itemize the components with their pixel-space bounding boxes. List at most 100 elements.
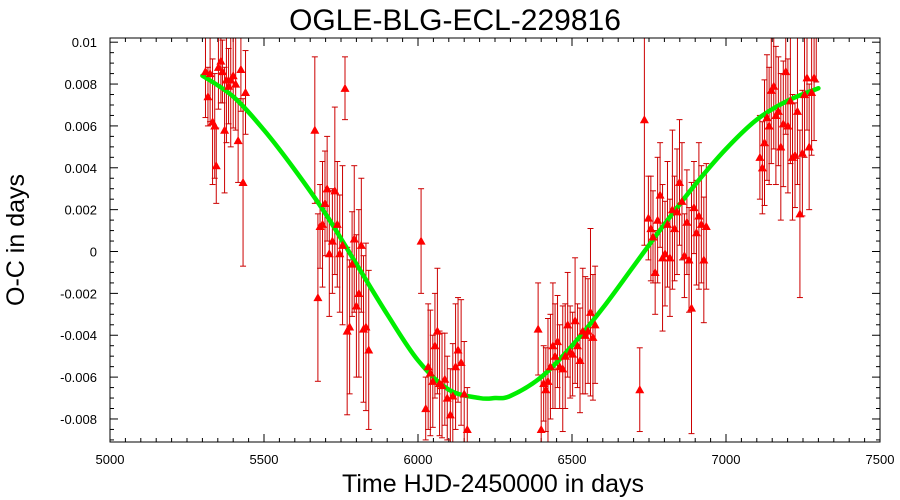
data-point	[658, 253, 668, 262]
data-point	[682, 217, 692, 226]
x-tick-label: 7500	[866, 452, 895, 467]
data-point	[425, 368, 435, 377]
y-tick-label: -0.006	[60, 370, 97, 385]
data-point	[430, 341, 440, 350]
data-point	[800, 90, 810, 99]
data-point	[342, 326, 352, 335]
data-point	[416, 236, 426, 245]
y-tick-label: 0.002	[64, 203, 97, 218]
data-point	[459, 389, 469, 398]
data-point	[778, 119, 788, 128]
data-point	[324, 249, 334, 258]
data-point	[545, 362, 555, 371]
data-point	[320, 198, 330, 207]
data-point	[790, 150, 800, 159]
data-point	[356, 240, 366, 249]
x-tick-label: 6000	[404, 452, 433, 467]
data-point	[451, 362, 461, 371]
data-point	[432, 326, 442, 335]
y-tick-label: 0.004	[64, 161, 97, 176]
y-tick-label: -0.004	[60, 328, 97, 343]
data-point	[563, 320, 573, 329]
data-point	[643, 213, 653, 222]
data-point	[550, 351, 560, 360]
x-tick-label: 7000	[712, 452, 741, 467]
data-point	[210, 121, 220, 130]
data-point	[570, 316, 580, 325]
data-point	[646, 223, 656, 233]
data-point	[236, 64, 246, 73]
data-point	[347, 259, 357, 268]
x-axis-ticks: 5000 5500 6000 6500 7000 7500	[96, 38, 895, 467]
data-point	[421, 404, 431, 413]
data-point	[442, 393, 452, 402]
data-point	[428, 376, 438, 385]
data-point	[539, 378, 549, 387]
data-point	[226, 75, 236, 84]
fit-curve-layer	[200, 73, 821, 401]
data-point	[804, 142, 814, 151]
data-point	[653, 215, 663, 224]
data-point	[217, 66, 227, 76]
data-point	[238, 177, 248, 187]
data-point	[757, 163, 767, 172]
y-tick-label: 0	[90, 245, 97, 260]
data-point	[670, 223, 680, 233]
data-point	[760, 138, 769, 147]
data-point	[203, 92, 213, 101]
data-point	[807, 87, 817, 97]
data-point	[583, 326, 593, 335]
data-point	[241, 87, 251, 97]
data-point	[667, 205, 677, 214]
data-point	[231, 79, 241, 88]
data-point	[340, 83, 350, 92]
error-bars	[202, 38, 820, 442]
data-point	[573, 341, 583, 350]
data-point	[313, 293, 323, 302]
y-tick-label: 0.008	[64, 77, 97, 92]
data-point	[536, 424, 546, 434]
data-point	[445, 410, 455, 419]
data-point	[220, 125, 230, 134]
data-point	[650, 267, 660, 277]
data-point	[338, 240, 348, 249]
data-point	[785, 96, 795, 105]
data-point	[553, 337, 563, 346]
data-point	[694, 211, 704, 220]
x-tick-label: 6500	[558, 452, 587, 467]
data-point	[689, 203, 699, 212]
data-point	[327, 236, 337, 245]
data-point	[762, 113, 772, 122]
fit-curve	[200, 73, 821, 401]
data-point	[448, 391, 458, 400]
data-point	[677, 196, 687, 205]
data-point	[233, 136, 243, 145]
data-point	[453, 345, 463, 354]
data-point	[655, 190, 665, 199]
data-point	[783, 121, 793, 130]
data-point	[560, 351, 570, 360]
data-point	[330, 186, 340, 195]
data-point	[332, 219, 342, 228]
data-point	[687, 303, 697, 312]
data-point	[548, 341, 558, 350]
data-point	[456, 357, 466, 367]
data-point	[802, 73, 812, 82]
data-point	[205, 69, 215, 78]
data-point	[354, 288, 364, 297]
data-point	[568, 349, 578, 358]
data-point	[541, 385, 551, 394]
data-point	[764, 121, 774, 130]
data-point	[672, 207, 682, 216]
y-tick-label: -0.008	[60, 412, 97, 427]
data-point	[580, 330, 590, 339]
data-point	[345, 322, 355, 331]
data-point	[543, 376, 553, 385]
data-point	[660, 249, 670, 258]
data-point	[755, 152, 765, 161]
data-point	[795, 209, 805, 218]
data-point	[318, 219, 328, 228]
y-tick-label: -0.002	[60, 286, 97, 301]
data-point	[766, 85, 776, 94]
data-point	[440, 374, 450, 383]
